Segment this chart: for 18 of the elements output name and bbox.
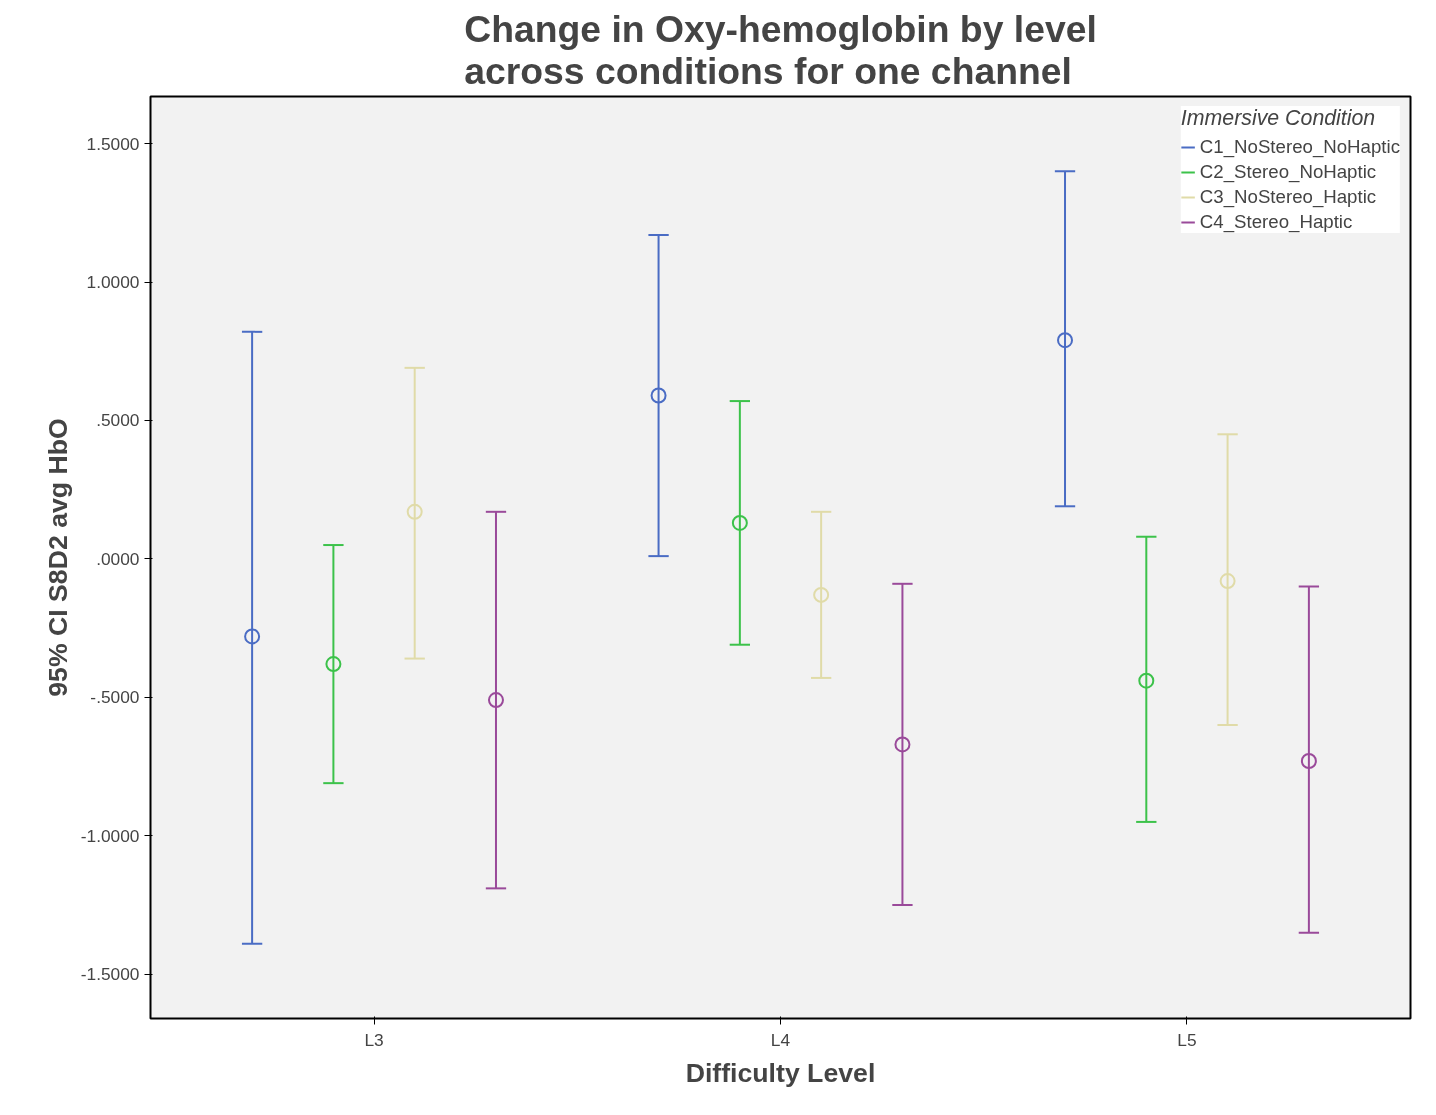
legend-title: Immersive Condition <box>1180 106 1377 131</box>
x-tick-label: L4 <box>770 1029 791 1050</box>
legend-label: C1_NoStereo_NoHaptic <box>1199 136 1400 158</box>
x-tick-label: L5 <box>1177 1029 1197 1050</box>
y-tick-label: .0000 <box>96 548 140 569</box>
y-axis-title: 95% CI S8D2 avg HbO <box>42 418 73 697</box>
y-tick-label: .5000 <box>96 410 140 431</box>
legend-label: C4_Stereo_Haptic <box>1199 211 1353 233</box>
chart-title: Change in Oxy-hemoglobin by level across conditions for one channel <box>464 7 1097 92</box>
x-axis-title: Difficulty Level <box>685 1057 876 1088</box>
y-tick-label: 1.5000 <box>86 133 140 154</box>
y-tick-label: -.5000 <box>90 687 140 708</box>
y-tick-label: -1.5000 <box>80 964 140 985</box>
legend-label: C2_Stereo_NoHaptic <box>1199 161 1377 183</box>
x-tick-label: L3 <box>364 1029 384 1050</box>
y-tick-label: -1.0000 <box>80 825 140 846</box>
legend-label: C3_NoStereo_Haptic <box>1199 186 1377 208</box>
y-tick-label: 1.0000 <box>86 272 140 293</box>
